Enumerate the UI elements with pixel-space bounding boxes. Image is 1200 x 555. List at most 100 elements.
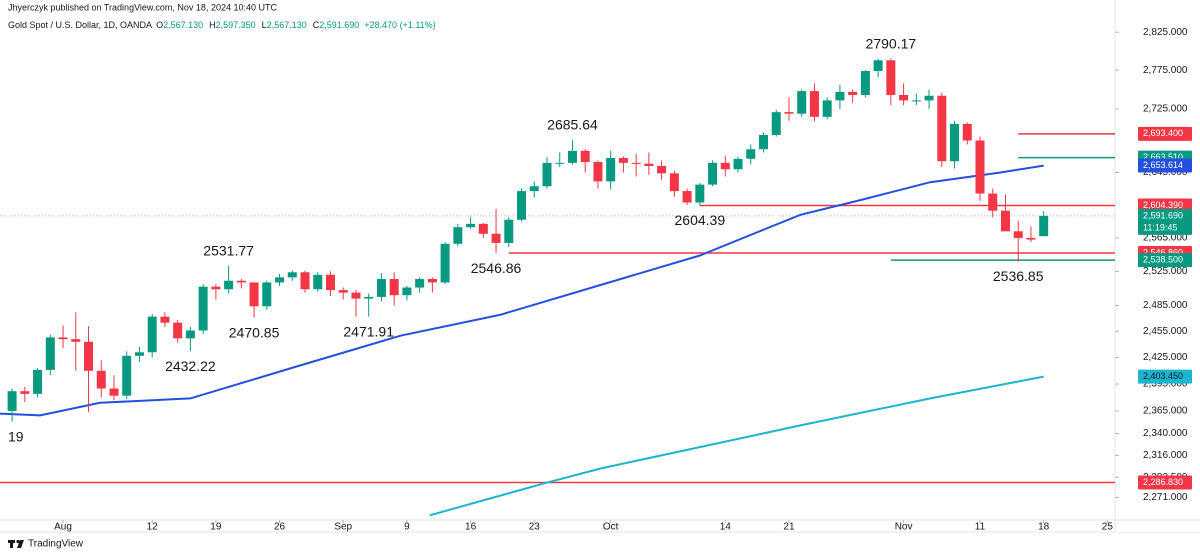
x-tick-label: Aug <box>54 522 72 533</box>
annotation: 2471.91 <box>343 323 394 339</box>
annotation: 2604.39 <box>675 212 726 228</box>
candle-body <box>873 60 883 72</box>
candle-body <box>593 162 603 182</box>
change: +28.470 (+1.11%) <box>364 20 435 30</box>
y-tick-label: 2,565.000 <box>1143 233 1188 244</box>
annotation: 2432.22 <box>165 358 216 374</box>
ma-label: 2,403.450 <box>1143 371 1183 381</box>
candle-body <box>84 341 94 371</box>
candle-body <box>1026 237 1036 240</box>
brand-logo <box>8 539 24 548</box>
candle-body <box>1000 210 1010 232</box>
candle-body <box>160 316 170 323</box>
candle-body <box>746 149 756 159</box>
ohlc-key: L <box>262 20 267 30</box>
last-price-label: 2,591.690 <box>1143 210 1183 220</box>
level-label-box <box>1138 253 1192 268</box>
x-tick-label: 9 <box>404 522 410 533</box>
ma-label-box <box>1138 369 1192 384</box>
moving-average <box>0 164 1044 417</box>
x-tick-label: 14 <box>720 522 732 533</box>
ohlc-value: 2,567.130 <box>267 20 307 30</box>
level-label: 2,286.830 <box>1143 477 1183 487</box>
candle-body <box>555 162 565 164</box>
candle-body <box>1039 215 1049 237</box>
candle-body <box>567 150 577 163</box>
candle-body <box>236 280 246 283</box>
level-label: 2,693.400 <box>1143 128 1183 138</box>
y-tick-label: 2,725.000 <box>1143 104 1188 115</box>
candle-body <box>962 123 972 141</box>
candle-body <box>669 173 679 192</box>
candle-body <box>822 100 832 117</box>
publisher: Jhyerczyk published on TradingView.com, … <box>8 2 277 12</box>
candle-body <box>147 316 157 353</box>
candle-body <box>937 95 947 162</box>
candle-body <box>631 162 641 164</box>
candle-body <box>134 352 144 356</box>
candle-body <box>300 272 310 290</box>
x-tick-label: Sep <box>334 522 352 533</box>
candle-body <box>376 279 386 297</box>
candle-body <box>771 112 781 135</box>
candle-body <box>96 370 106 389</box>
candle-body <box>517 191 527 220</box>
candle-body <box>924 95 934 101</box>
candle-body <box>682 191 692 203</box>
candle-body <box>313 274 323 290</box>
annotation: 2685.64 <box>547 117 598 133</box>
candle-body <box>618 158 628 163</box>
candle-body <box>415 279 425 288</box>
candle-body <box>809 91 819 117</box>
y-tick-label: 2,525.000 <box>1143 266 1188 277</box>
x-tick-label: 11 <box>975 522 986 533</box>
candle-body <box>338 290 348 293</box>
candle-body <box>542 162 552 187</box>
candle-body <box>504 219 514 243</box>
ohlc-value: 2,597.350 <box>216 20 256 30</box>
candle-body <box>325 274 335 291</box>
candle-body <box>20 391 30 394</box>
candle-body <box>364 296 374 299</box>
x-tick-label: Oct <box>603 522 619 533</box>
x-tick-label: 16 <box>465 522 477 533</box>
candle-body <box>491 233 501 243</box>
candle-body <box>185 330 195 339</box>
annotation: 2531.77 <box>203 242 254 258</box>
ohlc-value: 2,567.130 <box>163 20 203 30</box>
y-tick-label: 2,455.000 <box>1143 326 1188 337</box>
candle-body <box>71 339 81 342</box>
candle-body <box>950 123 960 162</box>
candle-body <box>109 388 119 396</box>
candle-body <box>860 71 870 95</box>
countdown: 11:19:45 <box>1143 222 1177 232</box>
candle-body <box>45 337 55 370</box>
ma-label: 2,653.614 <box>1143 160 1183 170</box>
candle-body <box>33 369 43 394</box>
level-label-box <box>1138 475 1192 490</box>
candle-body <box>708 162 718 185</box>
y-tick-label: 2,316.000 <box>1143 450 1188 461</box>
candle-body <box>797 91 807 114</box>
candle-body <box>389 279 399 296</box>
x-tick-label: 25 <box>1102 522 1114 533</box>
x-tick-label: 19 <box>210 522 222 533</box>
candle-body <box>249 282 259 307</box>
candle-body <box>173 322 183 339</box>
last-price-label-box <box>1138 208 1192 235</box>
candle-body <box>848 91 858 95</box>
candle-body <box>988 193 998 211</box>
annotation: 19 <box>8 428 24 444</box>
candle-body <box>402 287 412 296</box>
candle-body <box>287 272 297 278</box>
candle-body <box>657 166 667 174</box>
candle-body <box>975 140 985 194</box>
level-label: 2,604.390 <box>1143 200 1183 210</box>
candle-body <box>529 186 539 192</box>
candle-body <box>886 60 896 95</box>
candle-body <box>275 277 285 283</box>
x-tick-label: 21 <box>783 522 795 533</box>
